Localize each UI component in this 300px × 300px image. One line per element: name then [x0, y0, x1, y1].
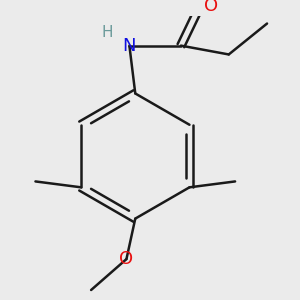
Text: N: N [123, 37, 136, 55]
Text: H: H [102, 25, 113, 40]
Text: O: O [119, 250, 134, 268]
Text: O: O [204, 0, 218, 15]
